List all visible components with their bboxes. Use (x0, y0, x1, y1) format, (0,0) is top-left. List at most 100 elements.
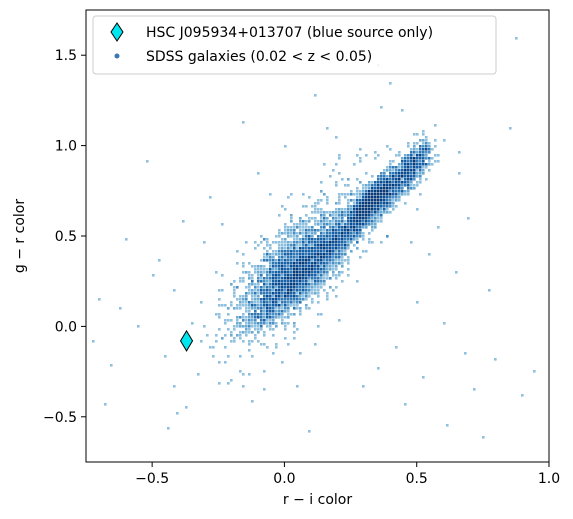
galaxy-density-cell (257, 292, 260, 295)
galaxy-density-cell (335, 181, 338, 184)
y-tick-label: 1.0 (55, 139, 77, 155)
galaxy-density-cell (275, 310, 278, 313)
galaxy-density-cell (281, 319, 284, 322)
galaxy-density-cell (368, 232, 371, 235)
galaxy-density-cell (407, 184, 410, 187)
galaxy-density-cell (359, 229, 362, 232)
galaxy-density-cell (374, 211, 377, 214)
galaxy-density-cell (299, 295, 302, 298)
galaxy-density-cell (419, 181, 422, 184)
galaxy-density-cell (341, 250, 344, 253)
galaxy-density-cell (335, 202, 338, 205)
galaxy-density-cell (332, 169, 335, 172)
galaxy-density-cell (320, 235, 323, 238)
galaxy-density-cell (413, 172, 416, 175)
galaxy-density-cell (287, 313, 290, 316)
galaxy-density-cell (263, 238, 266, 241)
galaxy-density-cell (296, 232, 299, 235)
galaxy-density-cell (299, 229, 302, 232)
galaxy-density-cell (257, 265, 260, 268)
galaxy-density-cell (359, 196, 362, 199)
galaxy-density-cell (293, 250, 296, 253)
galaxy-density-cell (356, 154, 359, 157)
galaxy-density-cell (215, 313, 218, 316)
galaxy-density-cell (281, 361, 284, 364)
galaxy-density-cell (335, 163, 338, 166)
galaxy-density-cell (329, 244, 332, 247)
galaxy-density-cell (320, 253, 323, 256)
galaxy-density-cell (209, 346, 212, 349)
galaxy-density-cell (317, 208, 320, 211)
galaxy-density-cell (311, 301, 314, 304)
galaxy-density-cell (302, 259, 305, 262)
galaxy-density-cell (383, 196, 386, 199)
galaxy-density-cell (299, 307, 302, 310)
galaxy-density-cell (347, 205, 350, 208)
galaxy-density-cell (245, 319, 248, 322)
galaxy-density-cell (317, 211, 320, 214)
galaxy-density-cell (260, 298, 263, 301)
galaxy-density-cell (257, 304, 260, 307)
galaxy-density-cell (263, 286, 266, 289)
galaxy-density-cell (272, 250, 275, 253)
galaxy-density-cell (347, 199, 350, 202)
galaxy-density-cell (269, 277, 272, 280)
galaxy-density-cell (296, 271, 299, 274)
galaxy-density-cell (248, 301, 251, 304)
galaxy-density-cell (302, 286, 305, 289)
galaxy-density-cell (251, 304, 254, 307)
galaxy-density-cell (377, 154, 380, 157)
galaxy-density-cell (281, 232, 284, 235)
galaxy-density-cell (386, 193, 389, 196)
galaxy-density-cell (326, 256, 329, 259)
galaxy-density-cell (302, 223, 305, 226)
galaxy-density-cell (290, 247, 293, 250)
galaxy-density-cell (182, 220, 185, 223)
galaxy-density-cell (278, 232, 281, 235)
galaxy-density-cell (425, 178, 428, 181)
galaxy-density-cell (302, 265, 305, 268)
galaxy-density-cell (221, 304, 224, 307)
galaxy-density-cell (245, 316, 248, 319)
y-tick-label: 1.5 (55, 48, 77, 64)
galaxy-density-cell (251, 307, 254, 310)
galaxy-density-cell (314, 289, 317, 292)
galaxy-density-cell (350, 199, 353, 202)
galaxy-density-cell (419, 166, 422, 169)
galaxy-density-cell (362, 187, 365, 190)
galaxy-density-cell (401, 193, 404, 196)
highlight-marker-layer (179, 329, 194, 352)
galaxy-density-cell (320, 190, 323, 193)
galaxy-density-cell (353, 223, 356, 226)
galaxy-density-cell (272, 268, 275, 271)
galaxy-density-cell (239, 304, 242, 307)
galaxy-density-cell (314, 241, 317, 244)
galaxy-density-cell (353, 217, 356, 220)
galaxy-density-cell (275, 250, 278, 253)
galaxy-density-cell (329, 253, 332, 256)
galaxy-density-cell (347, 247, 350, 250)
galaxy-density-cell (98, 298, 101, 301)
galaxy-density-cell (296, 253, 299, 256)
galaxy-density-cell (356, 238, 359, 241)
galaxy-density-cell (323, 247, 326, 250)
galaxy-density-cell (272, 316, 275, 319)
galaxy-density-cell (209, 196, 212, 199)
galaxy-density-cell (425, 151, 428, 154)
galaxy-density-cell (329, 229, 332, 232)
galaxy-density-cell (317, 199, 320, 202)
galaxy-density-cell (368, 208, 371, 211)
galaxy-density-cell (338, 241, 341, 244)
galaxy-density-cell (284, 271, 287, 274)
galaxy-density-cell (398, 190, 401, 193)
galaxy-density-cell (380, 187, 383, 190)
galaxy-density-cell (284, 292, 287, 295)
galaxy-density-cell (350, 190, 353, 193)
galaxy-density-cell (413, 187, 416, 190)
galaxy-density-cell (269, 313, 272, 316)
galaxy-density-cell (371, 181, 374, 184)
galaxy-density-cell (284, 280, 287, 283)
galaxy-density-cell (224, 346, 227, 349)
galaxy-density-cell (392, 196, 395, 199)
galaxy-density-cell (332, 211, 335, 214)
